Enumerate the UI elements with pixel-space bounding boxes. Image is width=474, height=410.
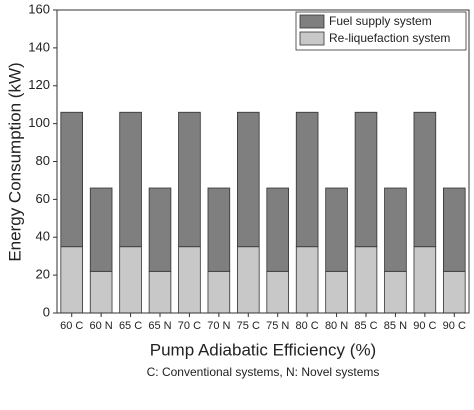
y-tick-label: 40 (36, 229, 50, 244)
bar-segment (384, 270, 407, 314)
bar-segment (148, 187, 172, 272)
x-tick-label: 90 C (443, 320, 466, 332)
y-axis-label: Energy Consumption (kW) (5, 62, 24, 261)
bar-segment (295, 111, 319, 248)
x-tick-label: 70 C (178, 320, 201, 332)
y-tick-label: 60 (36, 191, 50, 206)
plot-frame (56, 9, 470, 314)
bar-segment (354, 246, 378, 314)
x-tick-label: 60 N (90, 320, 113, 332)
x-tick-label: 60 C (60, 320, 83, 332)
x-tick-label: 65 N (148, 320, 171, 332)
y-tick-label: 20 (36, 267, 50, 282)
bar-segment (413, 111, 437, 248)
bar-segment (236, 246, 260, 314)
bar-segment (266, 187, 290, 272)
bar-segment (207, 187, 231, 272)
x-axis-label: Pump Adiabatic Efficiency (%) (150, 340, 376, 359)
bar-segment (384, 187, 407, 272)
y-tick-label: 160 (28, 1, 50, 16)
y-tick-label: 100 (28, 115, 50, 130)
annotation: C: Conventional systems, N: Novel system… (147, 365, 380, 379)
bar-segment (207, 270, 231, 314)
x-tick-label: 65 C (119, 320, 142, 332)
bar-segment (89, 187, 113, 272)
legend-label: Fuel supply system (329, 14, 432, 28)
y-tick-label: 0 (43, 304, 50, 319)
bar-segment (60, 246, 84, 314)
x-tick-label: 85 C (354, 320, 377, 332)
y-tick-label: 140 (28, 39, 50, 54)
bar-segment (325, 187, 348, 272)
bar-segment (148, 270, 172, 314)
x-tick-label: 90 C (413, 320, 436, 332)
bar-segment (413, 246, 437, 314)
x-tick-label: 70 N (207, 320, 230, 332)
x-tick-label: 85 N (384, 320, 407, 332)
bar-segment (442, 270, 466, 314)
bar-segment (119, 111, 142, 248)
y-tick-label: 80 (36, 153, 50, 168)
bar-segment (354, 111, 378, 248)
y-tick-label: 120 (28, 77, 50, 92)
bar-segment (266, 270, 290, 314)
x-tick-label: 75 C (237, 320, 260, 332)
x-tick-label: 80 N (325, 320, 348, 332)
legend-swatch (299, 31, 325, 46)
legend-swatch (299, 14, 325, 29)
bar-segment (325, 270, 348, 314)
bar-segment (89, 270, 113, 314)
bar-segment (178, 246, 201, 314)
bar-segment (119, 246, 142, 314)
bar-segment (60, 111, 84, 248)
bar-segment (236, 111, 260, 248)
legend-label: Re-liquefaction system (329, 31, 450, 45)
x-tick-label: 80 C (296, 320, 319, 332)
bar-segment (295, 246, 319, 314)
x-tick-label: 75 N (266, 320, 289, 332)
bar-segment (178, 111, 201, 248)
bar-segment (442, 187, 466, 272)
